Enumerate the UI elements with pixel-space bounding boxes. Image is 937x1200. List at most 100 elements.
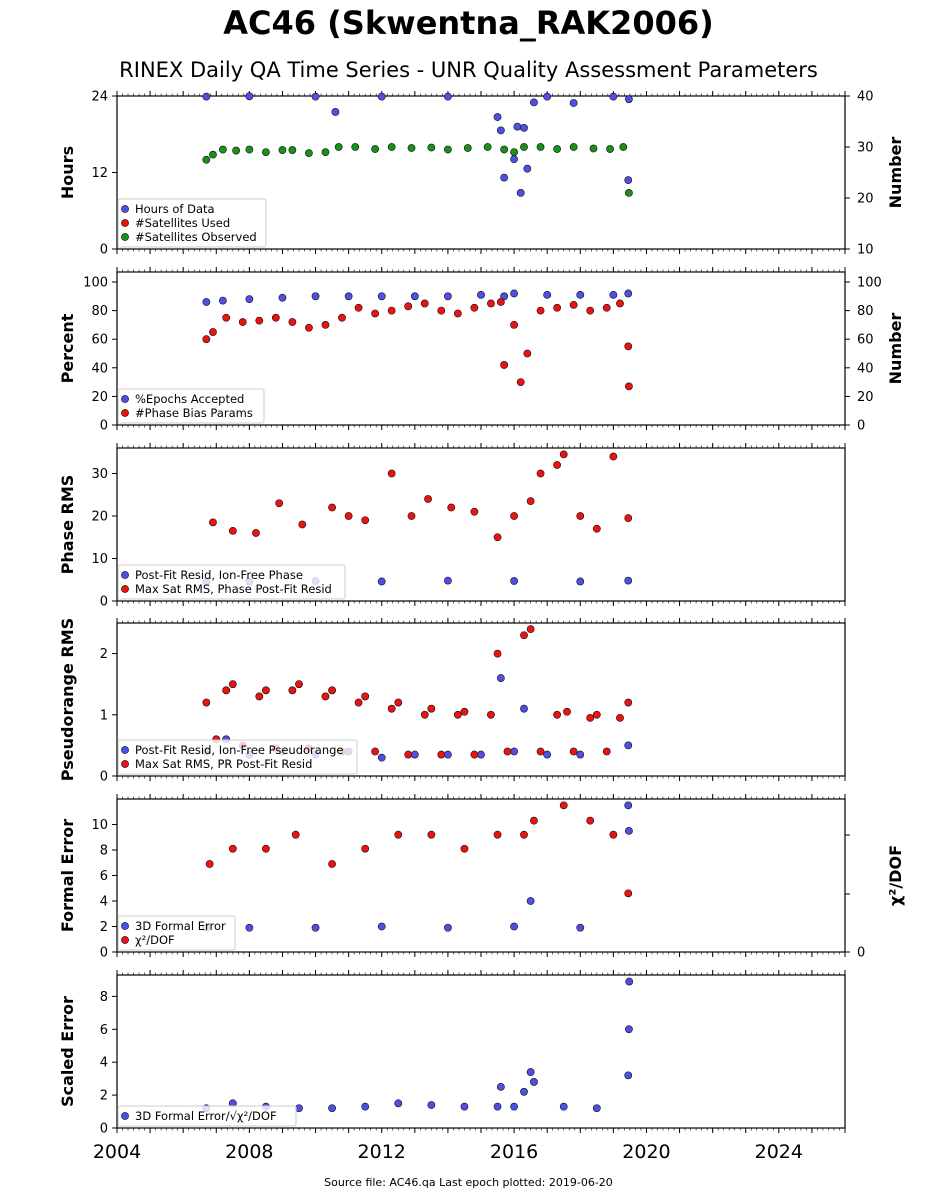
data-point-satellites-observed bbox=[463, 144, 472, 152]
data-point-satellites-observed bbox=[500, 145, 509, 154]
data-point-hours-of-data bbox=[202, 92, 211, 101]
data-point-dof bbox=[205, 860, 214, 868]
data-point-max-sat-rms-pr-post-fit-resid bbox=[592, 710, 601, 719]
data-point-hours-of-data bbox=[516, 188, 525, 197]
data-point-hours-of-data bbox=[513, 122, 522, 131]
data-point-3d-formal-error-dof bbox=[625, 977, 634, 986]
data-point-max-sat-rms-phase-post-fit-resid bbox=[576, 512, 585, 520]
data-point-hours-of-data bbox=[493, 113, 502, 121]
data-point-epochs-accepted bbox=[500, 292, 509, 301]
data-point-post-fit-resid-ion-free-pseudorange bbox=[377, 753, 386, 762]
data-point-max-sat-rms-pr-post-fit-resid bbox=[361, 692, 370, 701]
panel-pseudorange-rms: 0 1 2 Pseudorange RMS Post-Fit Resid, Ion-Fr… bbox=[58, 618, 846, 785]
data-point-max-sat-rms-pr-post-fit-resid bbox=[387, 704, 396, 713]
data-point-dof bbox=[586, 816, 595, 825]
y-tick-label: 4 bbox=[100, 1056, 108, 1071]
y2-tick-label: 60 bbox=[857, 333, 874, 348]
data-point-hours-of-data bbox=[496, 126, 505, 135]
y-tick-label: 8 bbox=[100, 844, 108, 859]
data-point-dof bbox=[559, 801, 568, 810]
data-point-max-sat-rms-phase-post-fit-resid bbox=[328, 503, 336, 512]
y-axis-label: Hours bbox=[58, 146, 77, 199]
data-point-satellites-observed bbox=[553, 145, 562, 153]
data-point-phase-bias-params bbox=[238, 318, 247, 326]
data-point-satellites-observed bbox=[536, 143, 545, 151]
data-point-max-sat-rms-pr-post-fit-resid bbox=[404, 750, 413, 759]
legend-marker bbox=[121, 936, 129, 944]
data-point-phase-bias-params bbox=[271, 313, 280, 322]
data-point-max-sat-rms-phase-post-fit-resid bbox=[447, 503, 456, 512]
data-point-phase-bias-params bbox=[321, 321, 330, 329]
data-point-phase-bias-params bbox=[624, 342, 633, 351]
data-point-max-sat-rms-phase-post-fit-resid bbox=[609, 452, 618, 461]
y2-axis-label: Number bbox=[886, 137, 905, 209]
legend-marker bbox=[121, 205, 129, 213]
data-point-3d-formal-error bbox=[311, 923, 320, 932]
data-point-satellites-observed bbox=[569, 143, 578, 151]
data-point-hours-of-data bbox=[609, 92, 618, 101]
data-point-max-sat-rms-pr-post-fit-resid bbox=[420, 710, 429, 719]
data-point-phase-bias-params bbox=[420, 299, 429, 308]
data-point-phase-bias-params bbox=[553, 303, 562, 312]
plot-frame bbox=[116, 974, 846, 1129]
data-point-satellites-observed bbox=[606, 145, 614, 153]
data-point-phase-bias-params bbox=[209, 328, 217, 336]
legend-marker bbox=[121, 1112, 129, 1120]
data-point-max-sat-rms-pr-post-fit-resid bbox=[493, 649, 502, 658]
data-point-satellites-observed bbox=[483, 143, 492, 151]
legend-box bbox=[117, 1105, 297, 1127]
data-point-3d-formal-error-dof bbox=[520, 1087, 528, 1096]
data-point-phase-bias-params bbox=[404, 302, 413, 311]
legend-label: Hours of Data bbox=[135, 202, 215, 216]
data-point-3d-formal-error-dof bbox=[559, 1102, 568, 1111]
data-point-satellites-observed bbox=[262, 148, 270, 156]
data-point-max-sat-rms-pr-post-fit-resid bbox=[394, 698, 403, 707]
data-point-phase-bias-params bbox=[510, 321, 518, 329]
legend-label: 3D Formal Error/√χ²/DOF bbox=[135, 1109, 277, 1123]
y-axis-label: Percent bbox=[58, 313, 77, 383]
data-point-max-sat-rms-pr-post-fit-resid bbox=[602, 747, 611, 756]
data-point-satellites-observed bbox=[619, 143, 628, 151]
data-point-epochs-accepted bbox=[245, 295, 254, 304]
data-point-satellites-observed bbox=[427, 143, 436, 152]
data-point-epochs-accepted bbox=[202, 298, 211, 306]
data-point-phase-bias-params bbox=[255, 316, 264, 325]
data-point-max-sat-rms-pr-post-fit-resid bbox=[520, 631, 528, 640]
data-point-3d-formal-error-dof bbox=[510, 1102, 518, 1111]
data-point-3d-formal-error-dof bbox=[530, 1078, 538, 1086]
legend-label: #Satellites Observed bbox=[135, 230, 257, 244]
data-point-3d-formal-error-dof bbox=[427, 1101, 436, 1109]
y-tick-label: 2 bbox=[100, 647, 108, 662]
data-point-3d-formal-error-dof bbox=[493, 1102, 502, 1111]
legend-label: Max Sat RMS, PR Post-Fit Resid bbox=[135, 757, 312, 771]
x-tick-label: 2008 bbox=[225, 1141, 273, 1163]
y2-tick-label: 20 bbox=[857, 390, 874, 405]
data-point-epochs-accepted bbox=[510, 289, 518, 298]
data-point-3d-formal-error bbox=[245, 923, 254, 932]
data-point-satellites-observed bbox=[209, 150, 217, 159]
data-point-epochs-accepted bbox=[344, 292, 353, 301]
data-point-max-sat-rms-pr-post-fit-resid bbox=[202, 698, 211, 707]
data-point-max-sat-rms-phase-post-fit-resid bbox=[470, 507, 479, 516]
data-point-3d-formal-error-dof bbox=[460, 1102, 469, 1111]
legend-marker bbox=[121, 233, 129, 241]
legend-box bbox=[117, 915, 236, 951]
data-point-max-sat-rms-phase-post-fit-resid bbox=[298, 520, 307, 529]
data-point-satellites-observed bbox=[387, 143, 396, 151]
legend-box bbox=[117, 739, 358, 775]
data-point-max-sat-rms-pr-post-fit-resid bbox=[553, 710, 562, 719]
data-point-epochs-accepted bbox=[218, 296, 227, 305]
data-point-max-sat-rms-phase-post-fit-resid bbox=[536, 469, 545, 478]
data-point-hours-of-data bbox=[624, 176, 633, 185]
data-point-max-sat-rms-phase-post-fit-resid bbox=[553, 461, 562, 469]
data-point-3d-formal-error bbox=[444, 923, 452, 932]
data-point-max-sat-rms-pr-post-fit-resid bbox=[460, 707, 469, 716]
data-point-satellites-observed bbox=[278, 146, 287, 154]
data-point-max-sat-rms-pr-post-fit-resid bbox=[371, 747, 380, 756]
data-point-max-sat-rms-phase-post-fit-resid bbox=[407, 512, 416, 520]
y-tick-label: 0 bbox=[100, 770, 108, 785]
data-point-post-fit-resid-ion-free-pseudorange bbox=[477, 750, 485, 759]
data-point-phase-bias-params bbox=[516, 378, 525, 387]
data-point-satellites-observed bbox=[407, 144, 416, 152]
